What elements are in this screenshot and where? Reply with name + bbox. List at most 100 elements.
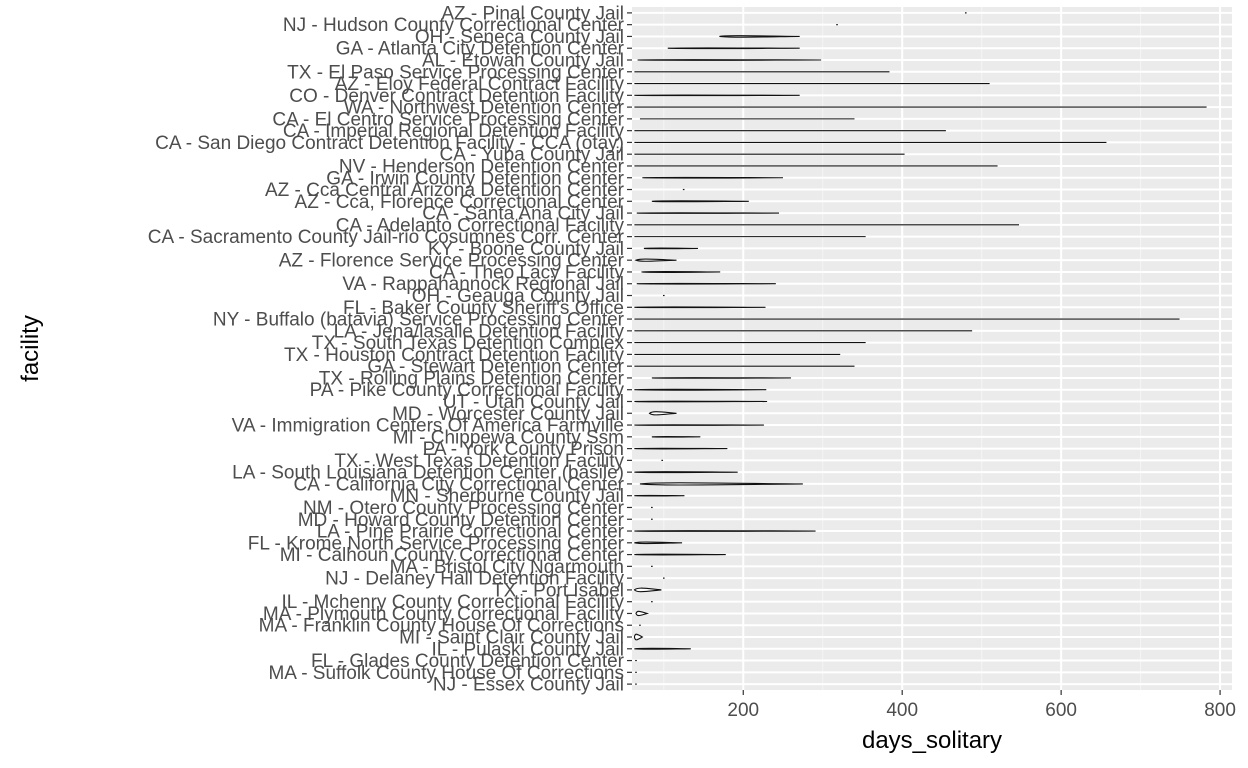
violin-mark xyxy=(634,530,816,533)
x-ticks: 200 400 600 800 xyxy=(727,690,1236,721)
facility-label: CA - Adelanto Correctional Facility xyxy=(336,215,625,236)
facility-label: MD - Worcester County Jail xyxy=(392,404,624,425)
facility-label: GA - Atlanta City Detention Center xyxy=(336,39,625,60)
x-tick-label: 400 xyxy=(886,700,918,721)
violin-mark xyxy=(643,247,698,250)
facility-label: MA - Bristol City Ngarmouth xyxy=(390,557,624,578)
violin-mark xyxy=(642,176,783,179)
violin-mark xyxy=(667,47,800,50)
violin-mark xyxy=(634,94,800,97)
facility-label: MA - Plymouth County Correctional Facili… xyxy=(263,604,625,625)
violin-mark xyxy=(641,270,721,274)
facility-label: MI - Saint Clair County Jail xyxy=(399,628,624,649)
facility-label: CA - Theo Lacy Facility xyxy=(429,262,625,283)
violin-mark xyxy=(634,471,738,474)
violin-mark xyxy=(637,59,822,61)
facility-label: CA - California City Correctional Center xyxy=(293,474,624,495)
facility-label: CA - Imperial Regional Detention Facilit… xyxy=(283,121,625,142)
facility-label: TX - El Paso Service Processing Center xyxy=(287,62,625,83)
facility-label: MI - Calhoun County Correctional Center xyxy=(280,545,625,566)
facility-label: CA - Sacramento County Jail-rio Cosumnes… xyxy=(148,227,625,248)
facility-label: AL - Etowah County Jail xyxy=(422,50,624,71)
violin-mark xyxy=(651,377,791,379)
violin-mark xyxy=(634,258,677,262)
violin-mark xyxy=(636,282,776,285)
facility-label: LA - Jena/lasalle Detention Facility xyxy=(334,321,625,342)
violin-mark xyxy=(634,306,766,309)
facility-label: KY - Boone County Jail xyxy=(428,239,624,260)
facility-label: TX - Rolling Plains Detention Center xyxy=(319,368,625,389)
x-tick-label: 800 xyxy=(1204,700,1236,721)
x-tick-label: 600 xyxy=(1045,700,1077,721)
x-tick-label: 200 xyxy=(727,700,759,721)
violin-mark xyxy=(636,212,780,214)
violin-mark xyxy=(648,411,677,416)
violin-mark xyxy=(634,106,1207,109)
facility-label: TX - Houston Contract Detention Facility xyxy=(284,345,625,366)
y-axis-title: facility xyxy=(17,315,44,382)
violin-mark xyxy=(634,388,767,391)
x-axis-title: days_solitary xyxy=(862,727,1002,754)
facility-label: CA - San Diego Contract Detention Facili… xyxy=(155,133,624,154)
violin-mark xyxy=(634,329,973,332)
violin-mark xyxy=(719,35,800,38)
facility-label: AZ - Eloy Federal Contract Facility xyxy=(335,74,625,95)
violin-mark xyxy=(634,541,683,545)
violin-mark xyxy=(634,447,728,450)
facility-label: VA - Immigration Centers Of America Farm… xyxy=(232,416,624,437)
facility-label: MA - Suffolk County House Of Corrections xyxy=(268,663,624,684)
violin-mark xyxy=(634,365,855,368)
violin-mark xyxy=(634,223,1020,226)
facility-label: MN - Sherburne County Jail xyxy=(390,486,624,507)
facility-label: UT - Utah County Jail xyxy=(443,392,624,413)
facility-label: LA - South Louisiana Detention Center (b… xyxy=(232,463,624,484)
facility-label: PA - York County Prison xyxy=(423,439,624,460)
violin-mark xyxy=(634,424,764,426)
facility-label: NJ - Delaney Hall Detention Facility xyxy=(325,569,624,590)
violin-mark xyxy=(634,70,890,73)
plot-panel xyxy=(632,7,1232,690)
facility-label: CO - Denver Contract Detention Facility xyxy=(289,86,624,107)
facility-label: CA - El Centro Service Processing Center xyxy=(272,109,624,130)
facility-label: GA - Stewart Detention Center xyxy=(367,357,624,378)
facility-label: FL - Glades County Detention Center xyxy=(311,651,625,672)
facility-label: LA - Pine Prairie Correctional Center xyxy=(317,522,625,543)
facility-label: MD - Howard County Detention Center xyxy=(298,510,625,531)
facility-label: NJ - Essex County Jail xyxy=(433,675,624,696)
facility-label: OH - Geauga County Jail xyxy=(412,286,624,307)
violin-mark xyxy=(634,341,866,344)
facility-label: AZ - Cca, Florence Correctional Center xyxy=(295,192,625,213)
violin-mark xyxy=(635,610,650,617)
violin-mark xyxy=(634,153,905,156)
violin-mark xyxy=(634,647,691,650)
facility-label: IL - Mchenry County Correctional Facilit… xyxy=(282,592,625,613)
violin-mark xyxy=(634,494,685,497)
facility-label: WA - Northwest Detention Center xyxy=(344,98,625,119)
facility-label: AZ - Pinal County Jail xyxy=(441,3,624,24)
violin-mark xyxy=(633,633,644,641)
facility-label: TX - West Texas Detention Facility xyxy=(334,451,624,472)
violin-mark xyxy=(634,82,990,85)
violin-mark xyxy=(634,129,946,132)
violin-mark xyxy=(639,482,803,486)
facility-label: AZ - Cca Central Arizona Detention Cente… xyxy=(265,180,625,201)
violin-mark xyxy=(634,553,726,556)
facility-label: NJ - Hudson County Correctional Center xyxy=(283,15,625,36)
violin-mark xyxy=(634,235,866,238)
violin-mark xyxy=(634,318,1180,320)
violin-mark xyxy=(634,400,768,403)
violin-mark xyxy=(634,165,998,167)
facility-label: AZ - Florence Service Processing Center xyxy=(279,251,625,272)
facility-label: FL - Baker County Sheriff's Office xyxy=(343,298,624,319)
violin-mark xyxy=(639,117,855,120)
facility-label: CA - Yuba County Jail xyxy=(440,145,624,166)
facility-label: TX - South Texas Detention Complex xyxy=(312,333,625,354)
facility-label: VA - Rappahannock Regional Jail xyxy=(342,274,624,295)
facility-label: PA - Pike County Correctional Facility xyxy=(310,380,625,401)
facility-label: FL - Krome North Service Processing Cent… xyxy=(248,533,625,554)
facility-label: MI - Chippewa County Ssm xyxy=(393,427,624,448)
violin-mark xyxy=(634,353,841,356)
facility-label: NM - Otero County Processing Center xyxy=(303,498,625,519)
